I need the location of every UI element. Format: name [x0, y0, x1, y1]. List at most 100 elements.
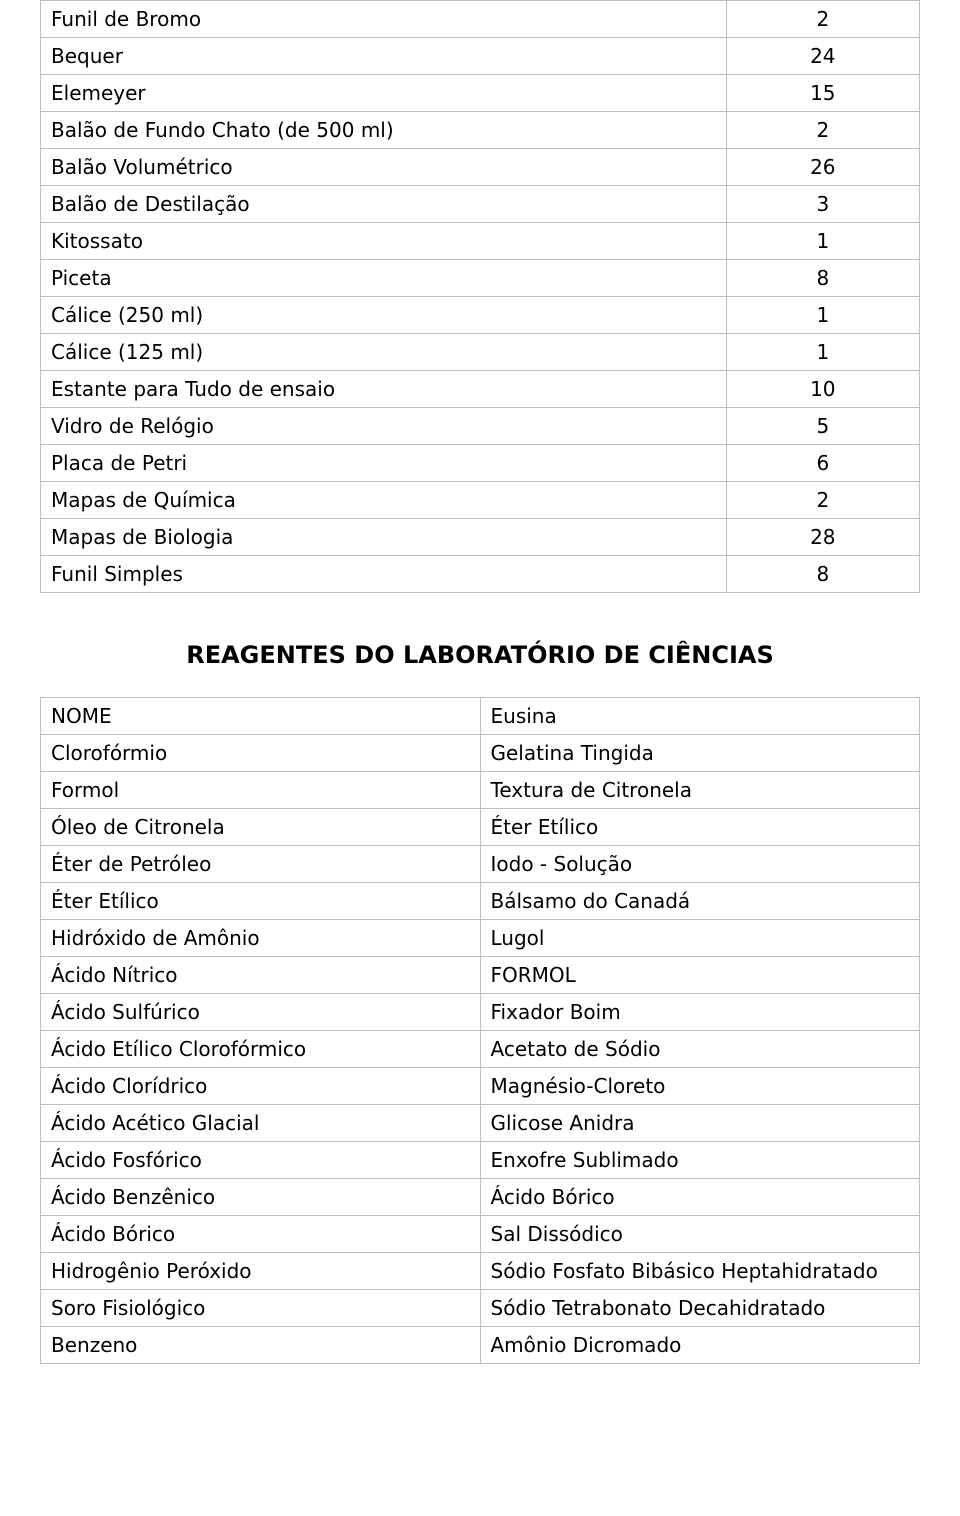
table-row: Vidro de Relógio5 — [41, 408, 920, 445]
table-row: Placa de Petri6 — [41, 445, 920, 482]
reagent-left: Ácido Clorídrico — [41, 1068, 481, 1105]
reagent-right: FORMOL — [480, 957, 920, 994]
table-row: Ácido NítricoFORMOL — [41, 957, 920, 994]
reagent-left: Formol — [41, 772, 481, 809]
reagent-left: Soro Fisiológico — [41, 1290, 481, 1327]
item-qty: 1 — [726, 297, 919, 334]
reagent-right: Lugol — [480, 920, 920, 957]
reagent-left: Ácido Sulfúrico — [41, 994, 481, 1031]
item-qty: 2 — [726, 112, 919, 149]
item-qty: 3 — [726, 186, 919, 223]
item-qty: 1 — [726, 334, 919, 371]
table-row: Kitossato1 — [41, 223, 920, 260]
item-name: Balão Volumétrico — [41, 149, 727, 186]
item-qty: 24 — [726, 38, 919, 75]
reagent-right: Eusina — [480, 698, 920, 735]
table-row: Funil Simples8 — [41, 556, 920, 593]
item-name: Mapas de Química — [41, 482, 727, 519]
item-qty: 1 — [726, 223, 919, 260]
table-row: Funil de Bromo2 — [41, 1, 920, 38]
item-name: Elemeyer — [41, 75, 727, 112]
item-name: Cálice (250 ml) — [41, 297, 727, 334]
table-row: Hidróxido de AmônioLugol — [41, 920, 920, 957]
item-name: Vidro de Relógio — [41, 408, 727, 445]
item-name: Balão de Destilação — [41, 186, 727, 223]
reagent-right: Magnésio-Cloreto — [480, 1068, 920, 1105]
table-row: Balão Volumétrico26 — [41, 149, 920, 186]
table-row: Mapas de Biologia28 — [41, 519, 920, 556]
table-row: Cálice (250 ml)1 — [41, 297, 920, 334]
table-row: FormolTextura de Citronela — [41, 772, 920, 809]
item-name: Balão de Fundo Chato (de 500 ml) — [41, 112, 727, 149]
item-qty: 8 — [726, 260, 919, 297]
reagent-right: Fixador Boim — [480, 994, 920, 1031]
reagent-left: Ácido Acético Glacial — [41, 1105, 481, 1142]
item-name: Piceta — [41, 260, 727, 297]
reagent-right: Glicose Anidra — [480, 1105, 920, 1142]
reagent-right: Gelatina Tingida — [480, 735, 920, 772]
table-row: Cálice (125 ml)1 — [41, 334, 920, 371]
table-row: ClorofórmioGelatina Tingida — [41, 735, 920, 772]
table-row: Óleo de CitronelaÉter Etílico — [41, 809, 920, 846]
reagent-right: Amônio Dicromado — [480, 1327, 920, 1364]
item-qty: 26 — [726, 149, 919, 186]
table-row: Soro FisiológicoSódio Tetrabonato Decahi… — [41, 1290, 920, 1327]
table-row: Ácido ClorídricoMagnésio-Cloreto — [41, 1068, 920, 1105]
table-row: BenzenoAmônio Dicromado — [41, 1327, 920, 1364]
item-qty: 8 — [726, 556, 919, 593]
reagent-right: Textura de Citronela — [480, 772, 920, 809]
table-row: Hidrogênio PeróxidoSódio Fosfato Bibásic… — [41, 1253, 920, 1290]
table-row: Estante para Tudo de ensaio10 — [41, 371, 920, 408]
item-qty: 10 — [726, 371, 919, 408]
reagent-left: Éter de Petróleo — [41, 846, 481, 883]
reagent-right: Acetato de Sódio — [480, 1031, 920, 1068]
reagent-left: Hidróxido de Amônio — [41, 920, 481, 957]
reagent-left: NOME — [41, 698, 481, 735]
item-name: Funil Simples — [41, 556, 727, 593]
item-qty: 2 — [726, 1, 919, 38]
table-row: Balão de Fundo Chato (de 500 ml)2 — [41, 112, 920, 149]
reagent-left: Clorofórmio — [41, 735, 481, 772]
reagent-left: Benzeno — [41, 1327, 481, 1364]
reagent-left: Óleo de Citronela — [41, 809, 481, 846]
reagent-right: Enxofre Sublimado — [480, 1142, 920, 1179]
table-row: Mapas de Química2 — [41, 482, 920, 519]
table-row: Ácido BóricoSal Dissódico — [41, 1216, 920, 1253]
item-name: Bequer — [41, 38, 727, 75]
item-name: Kitossato — [41, 223, 727, 260]
inventory-table: Funil de Bromo2Bequer24Elemeyer15Balão d… — [40, 0, 920, 593]
reagent-left: Ácido Fosfórico — [41, 1142, 481, 1179]
reagent-left: Ácido Benzênico — [41, 1179, 481, 1216]
reagent-right: Sal Dissódico — [480, 1216, 920, 1253]
reagent-left: Ácido Nítrico — [41, 957, 481, 994]
table-row: Ácido SulfúricoFixador Boim — [41, 994, 920, 1031]
table-row: Piceta8 — [41, 260, 920, 297]
reagents-table: NOMEEusinaClorofórmioGelatina TingidaFor… — [40, 697, 920, 1364]
item-name: Cálice (125 ml) — [41, 334, 727, 371]
table-row: Balão de Destilação3 — [41, 186, 920, 223]
table-row: Elemeyer15 — [41, 75, 920, 112]
reagent-right: Sódio Fosfato Bibásico Heptahidratado — [480, 1253, 920, 1290]
table-row: Ácido FosfóricoEnxofre Sublimado — [41, 1142, 920, 1179]
page-container: Funil de Bromo2Bequer24Elemeyer15Balão d… — [0, 0, 960, 1404]
reagent-right: Iodo - Solução — [480, 846, 920, 883]
item-qty: 15 — [726, 75, 919, 112]
table-row: Ácido Etílico ClorofórmicoAcetato de Sód… — [41, 1031, 920, 1068]
item-name: Estante para Tudo de ensaio — [41, 371, 727, 408]
table-row: NOMEEusina — [41, 698, 920, 735]
table-row: Bequer24 — [41, 38, 920, 75]
table-row: Éter de PetróleoIodo - Solução — [41, 846, 920, 883]
table-row: Ácido BenzênicoÁcido Bórico — [41, 1179, 920, 1216]
item-name: Funil de Bromo — [41, 1, 727, 38]
reagent-left: Éter Etílico — [41, 883, 481, 920]
reagent-right: Ácido Bórico — [480, 1179, 920, 1216]
reagent-right: Sódio Tetrabonato Decahidratado — [480, 1290, 920, 1327]
reagent-right: Éter Etílico — [480, 809, 920, 846]
item-qty: 2 — [726, 482, 919, 519]
reagent-left: Hidrogênio Peróxido — [41, 1253, 481, 1290]
table-row: Ácido Acético GlacialGlicose Anidra — [41, 1105, 920, 1142]
reagent-left: Ácido Bórico — [41, 1216, 481, 1253]
item-name: Placa de Petri — [41, 445, 727, 482]
reagent-left: Ácido Etílico Clorofórmico — [41, 1031, 481, 1068]
item-qty: 6 — [726, 445, 919, 482]
